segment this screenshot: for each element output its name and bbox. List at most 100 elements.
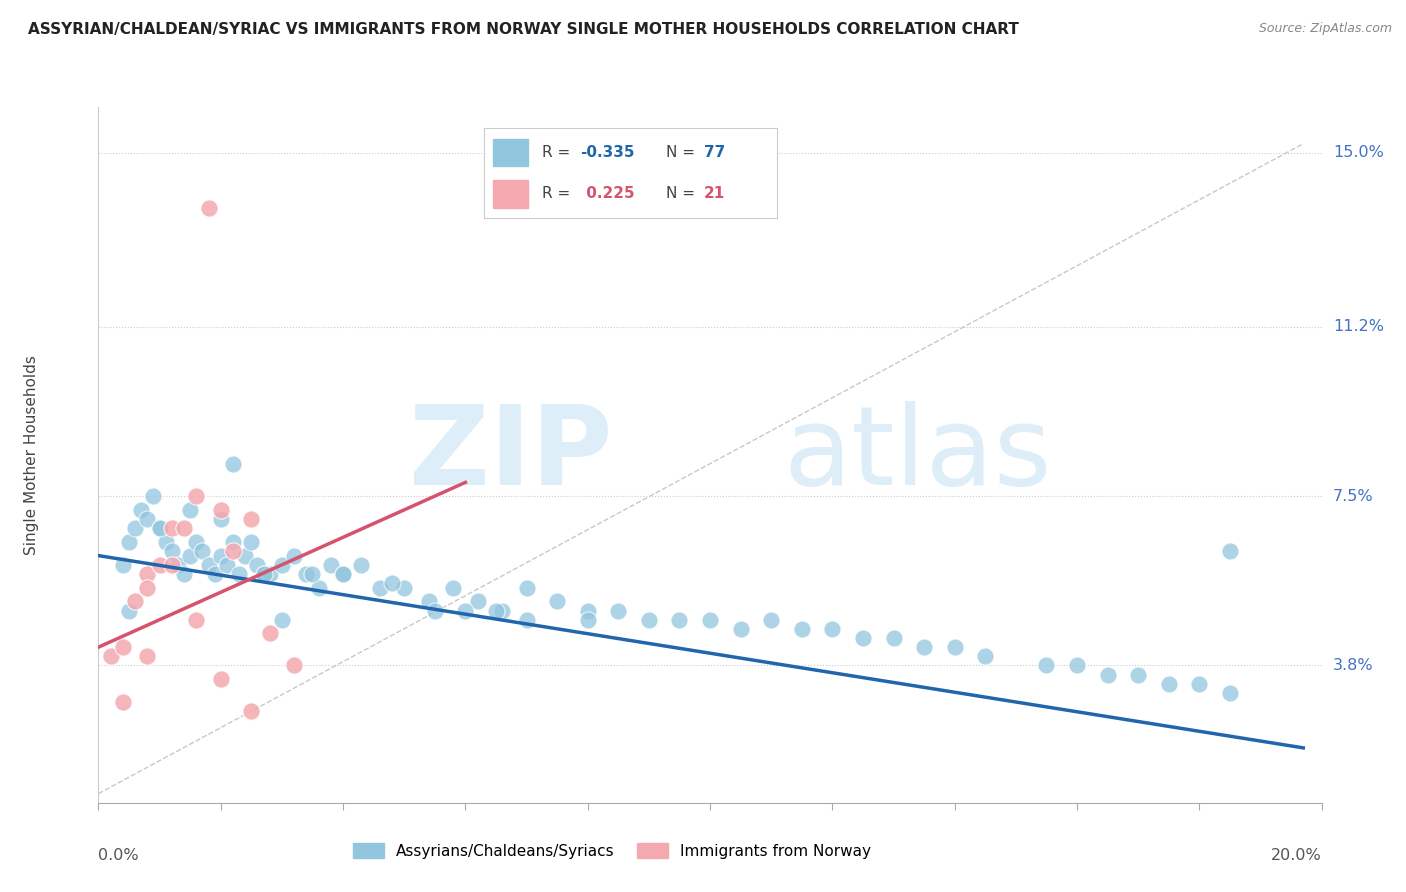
Point bbox=[197, 558, 219, 572]
Point bbox=[111, 640, 134, 655]
Point bbox=[197, 201, 219, 215]
Point bbox=[668, 613, 690, 627]
Point bbox=[209, 672, 232, 686]
Point bbox=[191, 544, 214, 558]
Point bbox=[149, 558, 172, 572]
Point bbox=[1128, 667, 1150, 681]
Text: R =: R = bbox=[543, 145, 575, 160]
Point bbox=[129, 503, 152, 517]
Point bbox=[259, 626, 281, 640]
Point bbox=[308, 581, 330, 595]
Point bbox=[215, 558, 238, 572]
Point bbox=[852, 631, 875, 645]
Point bbox=[222, 544, 245, 558]
Point bbox=[943, 640, 966, 655]
Point bbox=[1035, 658, 1057, 673]
Point bbox=[441, 581, 464, 595]
Point bbox=[209, 503, 232, 517]
Text: atlas: atlas bbox=[783, 401, 1052, 508]
Point bbox=[173, 521, 195, 535]
Point bbox=[136, 566, 159, 581]
Point bbox=[270, 558, 292, 572]
Point bbox=[332, 566, 354, 581]
Point bbox=[607, 603, 630, 617]
Point bbox=[283, 549, 305, 563]
Text: ASSYRIAN/CHALDEAN/SYRIAC VS IMMIGRANTS FROM NORWAY SINGLE MOTHER HOUSEHOLDS CORR: ASSYRIAN/CHALDEAN/SYRIAC VS IMMIGRANTS F… bbox=[28, 22, 1019, 37]
Text: 0.0%: 0.0% bbox=[98, 848, 139, 863]
Point bbox=[1097, 667, 1119, 681]
Point bbox=[454, 603, 477, 617]
Point bbox=[1219, 686, 1241, 700]
Point bbox=[516, 613, 538, 627]
Text: N =: N = bbox=[666, 145, 700, 160]
Point bbox=[381, 576, 404, 591]
Point bbox=[546, 594, 568, 608]
Point bbox=[209, 512, 232, 526]
Text: 15.0%: 15.0% bbox=[1333, 145, 1384, 161]
Point bbox=[155, 534, 177, 549]
Point bbox=[179, 503, 201, 517]
Point bbox=[491, 603, 513, 617]
Text: ZIP: ZIP bbox=[409, 401, 612, 508]
Point bbox=[423, 603, 446, 617]
Point bbox=[222, 457, 245, 471]
Point bbox=[295, 566, 318, 581]
Point bbox=[883, 631, 905, 645]
Point bbox=[100, 649, 122, 664]
Point bbox=[136, 512, 159, 526]
Text: N =: N = bbox=[666, 186, 700, 202]
Point bbox=[240, 512, 263, 526]
Point bbox=[240, 534, 263, 549]
Text: 7.5%: 7.5% bbox=[1333, 489, 1374, 504]
Point bbox=[974, 649, 997, 664]
Text: 20.0%: 20.0% bbox=[1271, 848, 1322, 863]
Text: 11.2%: 11.2% bbox=[1333, 319, 1384, 334]
Text: 77: 77 bbox=[704, 145, 725, 160]
Text: R =: R = bbox=[543, 186, 575, 202]
Point bbox=[222, 534, 245, 549]
Point bbox=[124, 594, 146, 608]
Text: Source: ZipAtlas.com: Source: ZipAtlas.com bbox=[1258, 22, 1392, 36]
Point bbox=[252, 566, 274, 581]
Text: 3.8%: 3.8% bbox=[1333, 658, 1374, 673]
Text: 21: 21 bbox=[704, 186, 725, 202]
Point bbox=[467, 594, 489, 608]
Point bbox=[576, 603, 599, 617]
Point bbox=[160, 558, 183, 572]
Point bbox=[111, 695, 134, 709]
Point bbox=[149, 521, 172, 535]
Point bbox=[186, 489, 208, 503]
Point bbox=[167, 558, 190, 572]
Point bbox=[912, 640, 935, 655]
Point bbox=[246, 558, 269, 572]
Point bbox=[368, 581, 391, 595]
Point bbox=[392, 581, 416, 595]
Point bbox=[179, 549, 201, 563]
Text: -0.335: -0.335 bbox=[581, 145, 636, 160]
Point bbox=[228, 566, 250, 581]
Point bbox=[1157, 677, 1180, 691]
Point bbox=[259, 566, 281, 581]
Point bbox=[118, 534, 141, 549]
Point bbox=[240, 704, 263, 718]
Point bbox=[350, 558, 373, 572]
Point bbox=[111, 558, 134, 572]
Point bbox=[1188, 677, 1211, 691]
Point bbox=[160, 521, 183, 535]
Bar bbox=[492, 180, 527, 208]
Point bbox=[118, 603, 141, 617]
Point bbox=[301, 566, 323, 581]
Point bbox=[759, 613, 782, 627]
Point bbox=[332, 566, 354, 581]
Point bbox=[637, 613, 661, 627]
Point bbox=[516, 581, 538, 595]
Point bbox=[790, 622, 813, 636]
Point bbox=[209, 549, 232, 563]
Point bbox=[136, 581, 159, 595]
Point bbox=[124, 521, 146, 535]
Point bbox=[233, 549, 256, 563]
Point bbox=[418, 594, 440, 608]
Point bbox=[186, 534, 208, 549]
Point bbox=[173, 566, 195, 581]
Point bbox=[1219, 544, 1241, 558]
